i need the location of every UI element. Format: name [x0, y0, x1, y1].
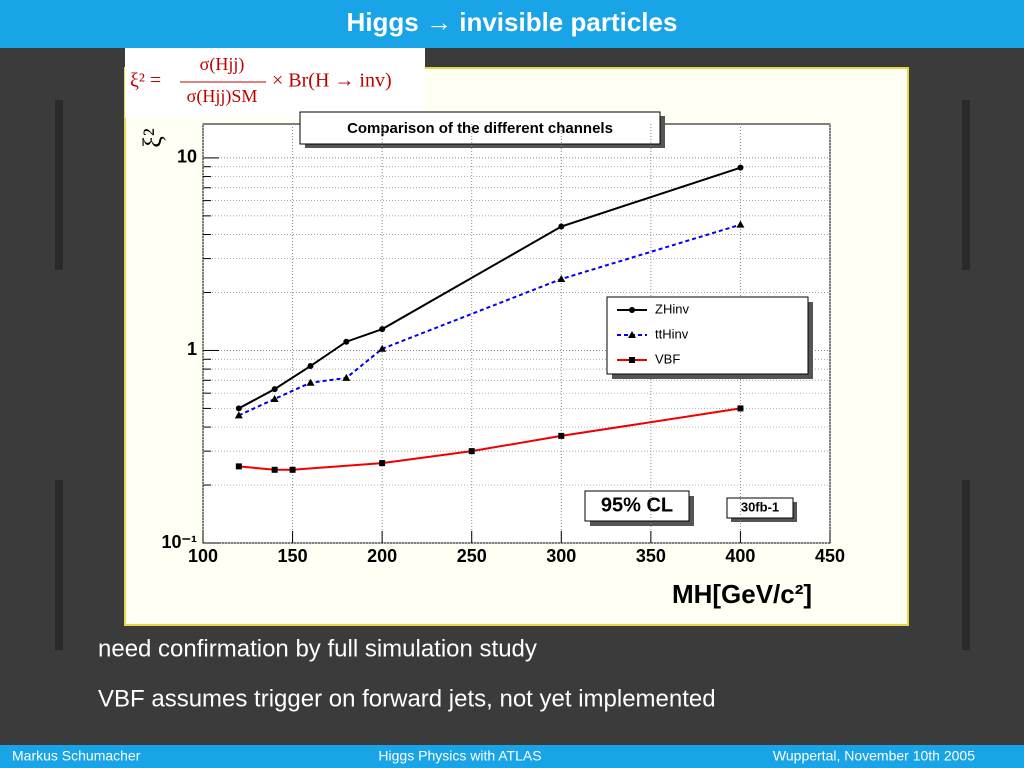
- marker: [378, 344, 387, 352]
- x-label: MH[GeV/c²]: [672, 579, 812, 609]
- formula-lhs: ξ² =: [130, 70, 161, 92]
- footer-talk: Higgs Physics with ATLAS: [378, 748, 541, 764]
- decor: [962, 480, 970, 650]
- marker: [342, 373, 351, 381]
- x-tick-label: 450: [815, 546, 845, 566]
- decor: [55, 480, 63, 650]
- x-tick-label: 250: [457, 546, 487, 566]
- x-tick-label: 350: [636, 546, 666, 566]
- lumi-box: [726, 497, 794, 519]
- x-tick-label: 400: [725, 546, 755, 566]
- marker: [379, 326, 386, 333]
- marker: [737, 164, 744, 171]
- marker: [737, 405, 744, 412]
- marker: [271, 386, 278, 393]
- annotation: 95% CL: [601, 494, 673, 516]
- marker: [234, 411, 243, 419]
- legend-marker: [629, 307, 635, 313]
- footer-venue: Wuppertal, November 10th 2005: [773, 748, 975, 764]
- title-box: [299, 111, 661, 145]
- y-label: ξ²: [138, 128, 167, 148]
- footer-author: Markus Schumacher: [12, 748, 141, 764]
- bullet: VBF assumes trigger on forward jets, not…: [98, 685, 716, 712]
- formula-box: [125, 48, 425, 118]
- marker: [307, 363, 314, 370]
- y-tick-label: 10: [177, 147, 197, 167]
- marker: [306, 378, 315, 386]
- legend-label: VBF: [655, 351, 680, 366]
- legend-label: ttHinv: [655, 326, 689, 341]
- y-tick-label: 10⁻¹: [161, 532, 197, 552]
- marker: [558, 432, 565, 439]
- marker: [468, 448, 475, 455]
- x-tick-label: 150: [278, 546, 308, 566]
- cl-box: [584, 490, 690, 522]
- marker: [736, 220, 745, 228]
- marker: [270, 394, 279, 402]
- marker: [271, 466, 278, 473]
- legend-box: [606, 296, 809, 375]
- y-tick-label: 1: [187, 339, 197, 359]
- annotation: 30fb-1: [741, 499, 779, 514]
- x-tick-label: 200: [367, 546, 397, 566]
- footer-bar: [0, 745, 1024, 768]
- decor: [55, 100, 63, 270]
- formula-den: σ(Hjj)SM: [187, 86, 258, 107]
- bullet: need confirmation by full simulation stu…: [98, 635, 537, 662]
- chart-title: Comparison of the different channels: [347, 120, 613, 137]
- marker: [343, 338, 350, 345]
- marker: [379, 460, 386, 467]
- formula-rhs: × Br(H → inv): [272, 70, 392, 92]
- x-tick-label: 300: [546, 546, 576, 566]
- marker: [557, 275, 566, 283]
- legend-label: ZHinv: [655, 301, 689, 316]
- header-bar: [0, 0, 1024, 48]
- marker: [235, 405, 242, 412]
- legend-marker: [628, 331, 636, 338]
- x-tick-label: 100: [188, 546, 218, 566]
- slide-title: Higgs → invisible particles: [347, 7, 678, 37]
- marker: [558, 223, 565, 230]
- marker: [289, 466, 296, 473]
- legend-marker: [629, 357, 635, 363]
- formula-num: σ(Hjj): [200, 54, 245, 75]
- marker: [235, 463, 242, 470]
- decor: [962, 100, 970, 270]
